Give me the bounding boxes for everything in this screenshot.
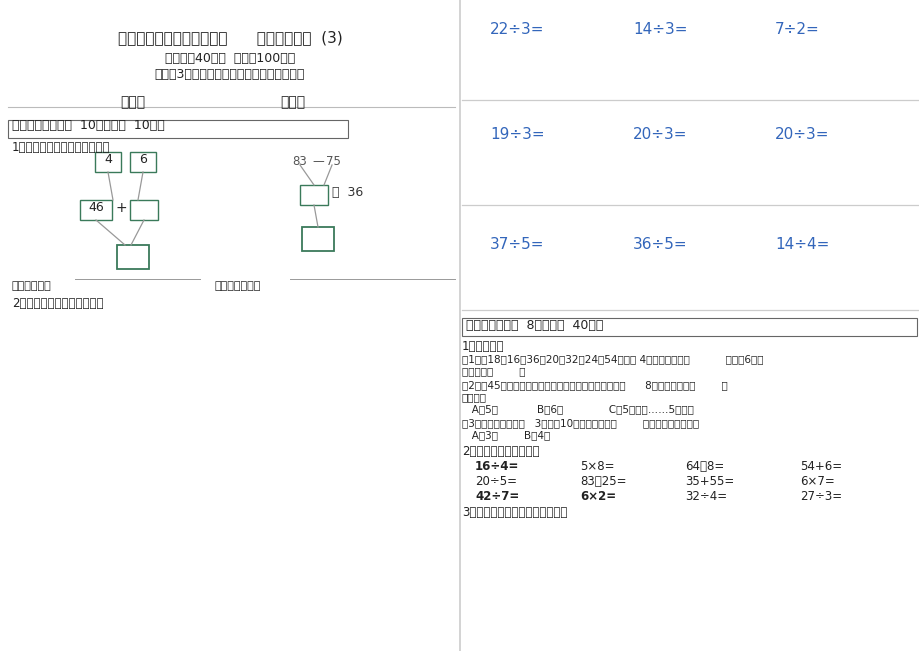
Text: 64－8=: 64－8= xyxy=(685,460,723,473)
Text: 6: 6 xyxy=(139,153,147,166)
Text: 75: 75 xyxy=(325,155,341,168)
Text: 36÷5=: 36÷5= xyxy=(632,237,686,252)
Text: 余数的是（        ）: 余数的是（ ） xyxy=(461,366,525,376)
Text: 人教版小学二年级数学下册      期末考试试卷  (3): 人教版小学二年级数学下册 期末考试试卷 (3) xyxy=(118,30,342,45)
Text: （2）有45条金鱼，要放到鱼缸里，每个鱼缸最多只能放      8条，至少需要（        ）: （2）有45条金鱼，要放到鱼缸里，每个鱼缸最多只能放 8条，至少需要（ ） xyxy=(461,380,727,390)
Text: 5×8=: 5×8= xyxy=(579,460,614,473)
Bar xyxy=(300,185,328,205)
Bar xyxy=(117,245,149,269)
Text: 姓名：: 姓名： xyxy=(279,95,305,109)
Text: （时间：40分钟  满分：100分）: （时间：40分钟 满分：100分） xyxy=(165,52,295,65)
Text: －  36: － 36 xyxy=(332,186,363,199)
Text: 6×2=: 6×2= xyxy=(579,490,616,503)
Text: 二、填空（每题  8分，共计  40分）: 二、填空（每题 8分，共计 40分） xyxy=(466,319,603,332)
Text: 列综合算式是：: 列综合算式是： xyxy=(215,281,261,291)
Text: （1）在18、16、36、20、32、24、54中，被 4除有余数的是（           ）；被6除有: （1）在18、16、36、20、32、24、54中，被 4除有余数的是（ ）；被… xyxy=(461,354,763,364)
Text: 列综合算式：: 列综合算式： xyxy=(12,281,51,291)
Text: 20÷3=: 20÷3= xyxy=(632,127,686,142)
Text: 32÷4=: 32÷4= xyxy=(685,490,726,503)
Text: 27÷3=: 27÷3= xyxy=(800,490,841,503)
Text: 20÷5=: 20÷5= xyxy=(474,475,516,488)
Text: 83: 83 xyxy=(291,155,306,168)
Text: 3、请根据钟面，写出相应的时间: 3、请根据钟面，写出相应的时间 xyxy=(461,506,567,519)
Text: 22÷3=: 22÷3= xyxy=(490,22,544,37)
Text: 16÷4=: 16÷4= xyxy=(474,460,519,473)
Text: 1、选择题。: 1、选择题。 xyxy=(461,340,504,353)
Text: 42÷7=: 42÷7= xyxy=(474,490,518,503)
Text: +: + xyxy=(116,201,128,215)
Text: A、3套        B、4套: A、3套 B、4套 xyxy=(461,430,550,440)
Bar xyxy=(130,152,156,172)
Text: 一、计算题（每题  10分，共计  10分）: 一、计算题（每题 10分，共计 10分） xyxy=(12,119,165,132)
Bar xyxy=(301,227,334,251)
Text: —: — xyxy=(312,155,323,168)
Text: 2、看谁算得又快又准。: 2、看谁算得又快又准。 xyxy=(461,445,539,458)
Text: 6×7=: 6×7= xyxy=(800,475,834,488)
Text: （3）每套学生装用布   3米，有10米布，可以做（        ）套这样的学生装。: （3）每套学生装用布 3米，有10米布，可以做（ ）套这样的学生装。 xyxy=(461,418,698,428)
Text: A、5个            B、6个              C、5（个）……5（条）: A、5个 B、6个 C、5（个）……5（条） xyxy=(461,404,693,414)
Text: 37÷5=: 37÷5= xyxy=(490,237,544,252)
Text: 20÷3=: 20÷3= xyxy=(774,127,829,142)
Text: 1、填一填，并列出综合算式。: 1、填一填，并列出综合算式。 xyxy=(12,141,110,154)
Bar xyxy=(130,200,158,220)
Text: 班级：: 班级： xyxy=(119,95,145,109)
Text: 14÷4=: 14÷4= xyxy=(774,237,828,252)
Text: 个鱼缸。: 个鱼缸。 xyxy=(461,392,486,402)
Text: 35+55=: 35+55= xyxy=(685,475,733,488)
Bar xyxy=(80,200,112,220)
Bar xyxy=(8,120,347,138)
Text: 19÷3=: 19÷3= xyxy=(490,127,544,142)
Text: 卷面（3分），我能做到书写端正，卷面整洁: 卷面（3分），我能做到书写端正，卷面整洁 xyxy=(154,68,305,81)
Text: 46: 46 xyxy=(88,201,104,214)
Text: 2、有余数除法竖式计算练习: 2、有余数除法竖式计算练习 xyxy=(12,297,104,310)
Bar xyxy=(461,318,916,336)
Text: 4: 4 xyxy=(104,153,112,166)
Text: 83－25=: 83－25= xyxy=(579,475,626,488)
Text: 7÷2=: 7÷2= xyxy=(774,22,819,37)
Bar xyxy=(95,152,121,172)
Text: 54+6=: 54+6= xyxy=(800,460,841,473)
Text: 14÷3=: 14÷3= xyxy=(632,22,686,37)
